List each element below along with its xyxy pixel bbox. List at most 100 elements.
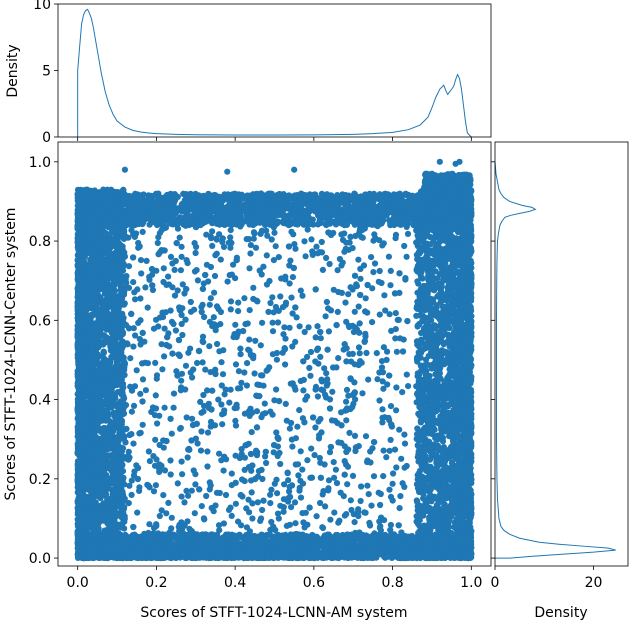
scatter-point xyxy=(270,257,277,264)
scatter-point xyxy=(237,345,244,352)
scatter-point xyxy=(362,433,370,440)
scatter-point xyxy=(362,295,369,302)
scatter-point xyxy=(376,397,383,404)
scatter-point xyxy=(197,398,204,405)
scatter-point xyxy=(250,235,257,242)
scatter-point xyxy=(216,348,223,355)
scatter-point xyxy=(300,387,307,394)
scatter-point xyxy=(386,486,393,493)
scatter-point xyxy=(267,500,274,507)
scatter-point xyxy=(401,431,408,438)
scatter-point xyxy=(262,410,269,417)
scatter-point xyxy=(351,519,358,526)
scatter-point xyxy=(259,506,266,514)
scatter-point xyxy=(336,517,343,524)
scatter-point xyxy=(280,508,287,515)
top-y-axis-label: Density xyxy=(5,44,21,97)
scatter-point xyxy=(322,313,329,320)
scatter-point xyxy=(176,234,183,241)
scatter-point xyxy=(232,500,239,507)
scatter-point xyxy=(376,311,383,318)
scatter-point xyxy=(275,254,282,261)
scatter-point xyxy=(175,336,182,344)
top-density-curve xyxy=(77,8,472,138)
scatter-point xyxy=(128,477,135,484)
scatter-point xyxy=(272,243,279,250)
scatter-point xyxy=(393,407,400,414)
scatter-point xyxy=(293,314,300,321)
scatter-point xyxy=(317,499,324,507)
scatter-point xyxy=(152,482,159,489)
scatter-point xyxy=(192,481,199,488)
scatter-point xyxy=(179,331,186,339)
scatter-point xyxy=(247,250,254,257)
scatter-point xyxy=(273,429,280,436)
scatter-point xyxy=(189,374,196,381)
scatter-point xyxy=(379,419,386,426)
scatter-point xyxy=(292,245,299,252)
scatter-point xyxy=(296,407,303,414)
scatter-point xyxy=(351,308,358,315)
scatter-point xyxy=(323,298,330,306)
scatter-point xyxy=(185,492,192,499)
scatter-point xyxy=(331,474,338,481)
scatter-point xyxy=(152,359,159,366)
scatter-point xyxy=(249,515,256,522)
scatter-point xyxy=(387,282,394,289)
scatter-point xyxy=(428,365,435,372)
scatter-point xyxy=(209,228,216,235)
scatter-point xyxy=(349,472,357,479)
scatter-point xyxy=(203,492,210,500)
scatter-point xyxy=(334,308,341,315)
scatter-point xyxy=(330,459,337,466)
scatter-point xyxy=(384,381,391,388)
scatter-point xyxy=(269,319,276,326)
scatter-point xyxy=(221,391,228,398)
scatter-point xyxy=(270,449,277,456)
scatter-point xyxy=(270,309,277,316)
scatter-point xyxy=(356,350,363,357)
scatter-point xyxy=(134,509,141,516)
scatter-point xyxy=(326,260,333,268)
scatter-point xyxy=(187,298,194,306)
scatter-point xyxy=(209,242,216,249)
scatter-point xyxy=(128,408,135,415)
scatter-point xyxy=(227,298,235,305)
scatter-point xyxy=(170,404,177,411)
scatter-point xyxy=(207,295,214,302)
scatter-point xyxy=(137,390,144,397)
scatter-point xyxy=(393,384,400,391)
scatter-points xyxy=(74,158,475,562)
scatter-point xyxy=(345,291,352,298)
scatter-point xyxy=(267,491,274,498)
scatter-point xyxy=(235,308,242,315)
scatter-point xyxy=(268,518,275,526)
scatter-point xyxy=(246,265,253,272)
scatter-point xyxy=(159,366,166,373)
scatter-point xyxy=(202,366,209,373)
scatter-point xyxy=(152,436,159,443)
scatter-point xyxy=(355,256,362,263)
scatter-point xyxy=(343,386,351,393)
scatter-point xyxy=(281,324,288,331)
scatter-point xyxy=(279,304,287,311)
scatter-point xyxy=(287,257,294,264)
scatter-point xyxy=(271,397,278,404)
scatter-point xyxy=(393,348,400,355)
scatter-point xyxy=(311,452,318,459)
scatter-point xyxy=(189,415,196,422)
scatter-point xyxy=(357,275,364,282)
scatter-point xyxy=(178,458,185,465)
scatter-point xyxy=(220,520,227,527)
scatter-point xyxy=(342,299,349,306)
scatter-point xyxy=(349,286,356,293)
scatter-point xyxy=(207,369,214,376)
scatter-point xyxy=(292,520,299,527)
scatter-point xyxy=(317,353,324,360)
scatter-point xyxy=(312,334,319,341)
scatter-point xyxy=(296,323,303,330)
scatter-point xyxy=(211,272,219,280)
scatter-point xyxy=(154,239,161,247)
